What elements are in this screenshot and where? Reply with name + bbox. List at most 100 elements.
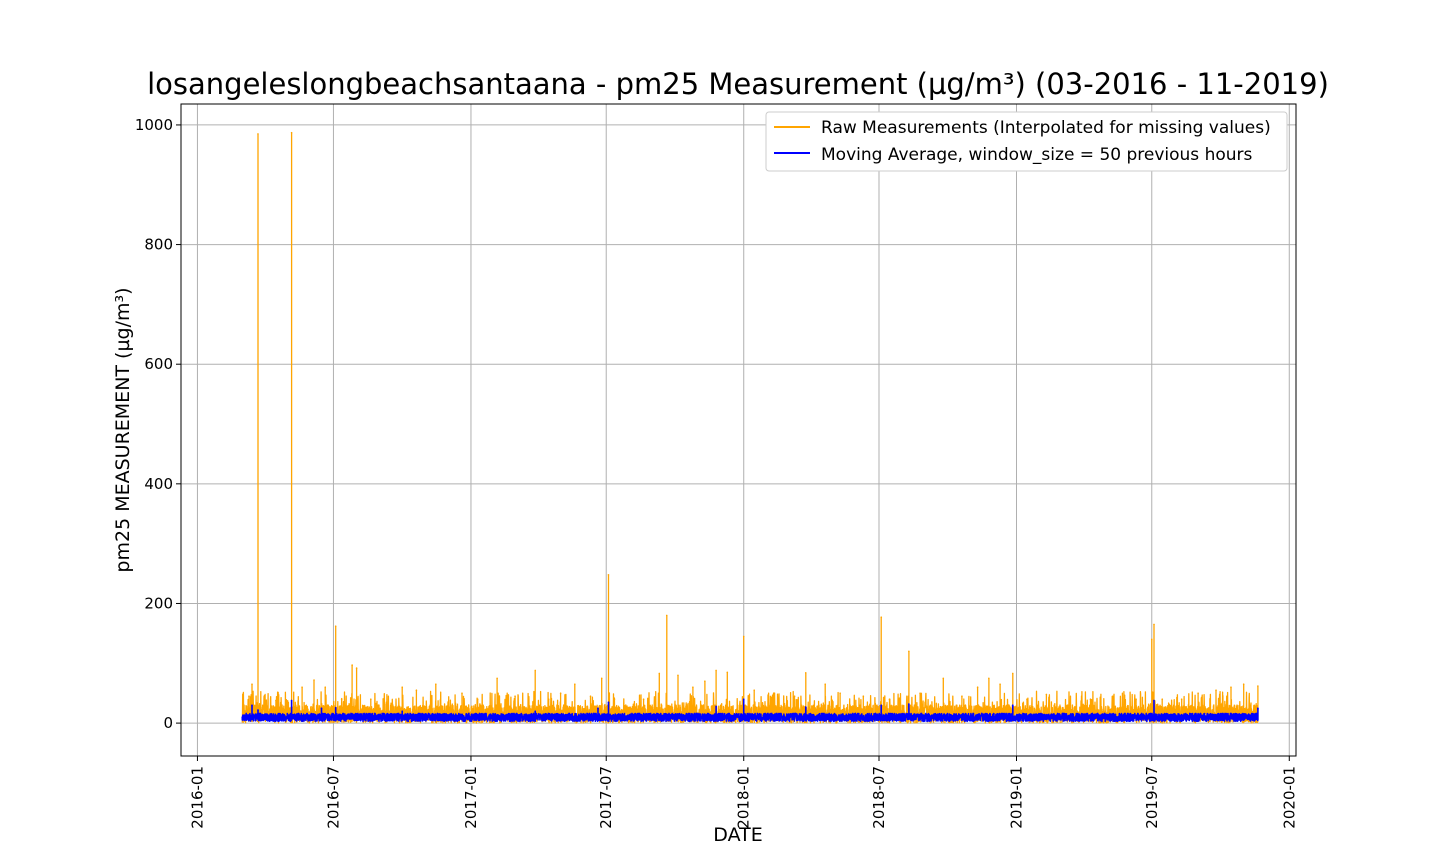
chart-title: losangeleslongbeachsantaana - pm25 Measu…: [147, 67, 1329, 101]
raw-peak-point: [677, 674, 679, 677]
moving-average-point: [290, 699, 293, 702]
x-tick-label: 2016-07: [324, 766, 342, 829]
x-tick-label: 2017-01: [462, 766, 480, 829]
raw-peak-point: [942, 677, 945, 680]
moving-average-point: [1011, 704, 1014, 706]
raw-peak-point: [1045, 693, 1048, 696]
raw-peak-point: [547, 698, 550, 700]
raw-peak-point: [600, 677, 603, 680]
raw-peak-point: [908, 650, 910, 653]
raw-peak-point: [248, 695, 250, 697]
raw-peak-point: [642, 698, 645, 700]
raw-peak-point: [976, 686, 979, 689]
raw-peak-point: [415, 689, 418, 692]
raw-peak-point: [1135, 698, 1137, 700]
moving-average-point: [908, 703, 910, 705]
raw-peak-point: [514, 695, 516, 697]
raw-peak-point: [355, 667, 358, 669]
raw-peak-point: [742, 635, 745, 638]
raw-peak-point: [919, 692, 921, 694]
raw-peak-point: [862, 695, 865, 697]
raw-peak-point: [839, 692, 841, 694]
moving-average-point: [534, 710, 537, 712]
raw-peak-point: [1242, 683, 1245, 686]
raw-peak-point: [313, 679, 315, 681]
x-tick-label: 2019-01: [1008, 766, 1026, 829]
legend-label-moving-average: Moving Average, window_size = 50 previou…: [821, 145, 1253, 165]
plot-frame: [180, 103, 1297, 757]
raw-peak-point: [1180, 698, 1183, 700]
raw-peak-point: [658, 672, 661, 675]
raw-peak-point: [1161, 698, 1164, 700]
moving-average-point: [715, 705, 717, 708]
moving-average-point: [334, 706, 337, 709]
raw-peak-point: [351, 664, 353, 666]
raw-peak-point: [607, 573, 610, 576]
raw-peak-point: [665, 614, 668, 617]
moving-average-point: [480, 717, 483, 720]
raw-peak-point: [301, 686, 303, 689]
moving-average-point: [251, 704, 253, 706]
moving-average-point: [241, 716, 244, 718]
raw-peak-point: [692, 686, 694, 689]
y-tick-label: 200: [144, 594, 173, 612]
moving-average-point: [628, 713, 631, 716]
moving-average-point: [1153, 699, 1155, 702]
raw-peak-point: [1197, 692, 1199, 694]
raw-peak-point: [880, 616, 883, 619]
raw-peak-point: [275, 699, 277, 702]
raw-peak-point: [401, 686, 404, 689]
moving-average-point: [1257, 707, 1259, 709]
moving-average-point: [401, 710, 404, 712]
raw-peak-point: [961, 695, 963, 697]
raw-peak-point: [804, 672, 807, 674]
x-tick-label: 2016-01: [188, 766, 206, 829]
raw-peak-point: [1011, 672, 1014, 675]
raw-peak-point: [385, 701, 388, 703]
raw-peak-point: [1112, 695, 1114, 697]
raw-peak-point: [1215, 689, 1217, 692]
x-tick-label: 2018-01: [735, 766, 753, 829]
raw-peak-point: [715, 669, 717, 672]
y-tick-label: 1000: [135, 116, 173, 134]
raw-peak-point: [534, 669, 537, 672]
raw-peak-point: [1150, 638, 1153, 641]
raw-peak-point: [726, 671, 729, 674]
raw-peak-point: [888, 698, 891, 700]
y-axis: 0 200 400 600 800 1000: [135, 116, 181, 732]
moving-average-point: [804, 706, 807, 708]
x-tick-label: 2017-07: [597, 766, 615, 829]
legend: Raw Measurements (Interpolated for missi…: [765, 111, 1288, 172]
raw-peak-point: [999, 683, 1001, 686]
grid: [181, 104, 1296, 756]
raw-peak-point: [324, 686, 327, 689]
moving-average-point: [880, 704, 883, 706]
raw-peak-point: [1230, 686, 1232, 689]
x-tick-label: 2019-07: [1143, 766, 1161, 829]
raw-peak-point: [251, 683, 253, 686]
y-tick-label: 0: [163, 714, 173, 732]
moving-average-point: [597, 707, 599, 709]
raw-peak-point: [496, 677, 498, 680]
raw-peak-point: [589, 695, 592, 697]
series-moving-average-line: [241, 699, 1259, 723]
raw-peak-point: [988, 677, 990, 680]
y-tick-label: 400: [144, 475, 173, 493]
raw-peak-point: [824, 683, 826, 686]
moving-average-point: [320, 707, 323, 709]
raw-peak-point: [257, 133, 259, 135]
raw-peak-point: [559, 692, 562, 694]
moving-average-point: [742, 698, 745, 700]
raw-peak-point: [613, 698, 616, 700]
raw-peak-point: [1089, 698, 1092, 700]
raw-peak-point: [461, 692, 463, 694]
raw-peak-point: [1257, 685, 1259, 687]
y-axis-label: pm25 MEASUREMENT (µg/m³): [112, 287, 134, 572]
legend-label-raw: Raw Measurements (Interpolated for missi…: [821, 118, 1271, 138]
raw-peak-point: [290, 131, 293, 134]
x-tick-label: 2020-01: [1280, 766, 1298, 829]
legend-box: [765, 111, 1288, 172]
raw-peak-point: [772, 692, 775, 694]
moving-average-point: [257, 709, 259, 711]
